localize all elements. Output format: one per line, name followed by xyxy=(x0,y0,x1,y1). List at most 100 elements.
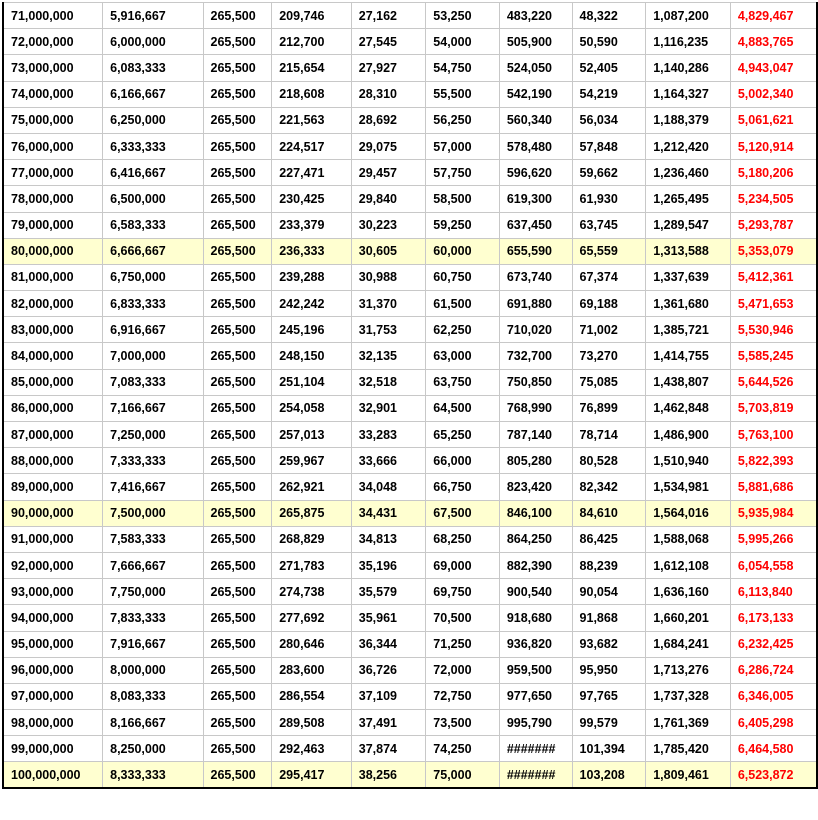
table-cell[interactable]: 1,737,328 xyxy=(645,682,731,711)
table-cell[interactable]: 265,500 xyxy=(202,159,273,187)
table-cell[interactable]: 5,234,505 xyxy=(729,185,818,213)
table-cell[interactable]: 239,288 xyxy=(271,263,352,292)
table-cell[interactable]: 6,054,558 xyxy=(729,551,818,580)
table-cell[interactable]: 230,425 xyxy=(271,185,352,213)
table-cell[interactable]: 63,000 xyxy=(425,342,500,370)
table-cell[interactable]: 6,000,000 xyxy=(102,28,204,56)
table-cell[interactable]: 542,190 xyxy=(498,80,573,108)
table-cell[interactable]: 864,250 xyxy=(498,525,573,553)
table-cell[interactable]: 1,361,680 xyxy=(645,290,731,318)
table-cell[interactable]: 265,500 xyxy=(202,551,273,580)
table-cell[interactable]: 5,822,393 xyxy=(729,447,818,475)
table-cell[interactable]: 578,480 xyxy=(498,132,573,161)
table-cell[interactable]: 6,500,000 xyxy=(102,185,204,213)
table-cell[interactable]: 6,250,000 xyxy=(102,106,204,134)
table-cell[interactable]: 59,250 xyxy=(425,211,500,239)
table-cell[interactable]: 99,579 xyxy=(571,709,647,737)
table-cell[interactable]: 6,833,333 xyxy=(102,290,204,318)
table-cell[interactable]: 76,899 xyxy=(571,394,647,423)
table-cell[interactable]: 265,500 xyxy=(202,28,273,56)
table-cell[interactable]: 5,530,946 xyxy=(729,316,818,344)
table-cell[interactable]: 75,000 xyxy=(425,761,500,790)
table-cell[interactable]: 6,916,667 xyxy=(102,316,204,344)
table-cell[interactable]: 33,666 xyxy=(350,447,427,475)
table-cell[interactable]: 92,000,000 xyxy=(2,551,104,580)
table-cell[interactable]: 209,746 xyxy=(271,1,352,30)
table-cell[interactable]: 54,750 xyxy=(425,54,500,82)
table-cell[interactable]: 710,020 xyxy=(498,316,573,344)
table-cell[interactable]: 57,848 xyxy=(571,132,647,161)
table-cell[interactable]: 918,680 xyxy=(498,604,573,632)
table-cell[interactable]: 30,988 xyxy=(350,263,427,292)
table-cell[interactable]: 5,995,266 xyxy=(729,525,818,553)
table-cell[interactable]: 6,346,005 xyxy=(729,682,818,711)
table-cell[interactable]: 32,135 xyxy=(350,342,427,370)
table-cell[interactable]: 48,322 xyxy=(571,1,647,30)
table-cell[interactable]: 265,500 xyxy=(202,80,273,108)
table-cell[interactable]: 265,500 xyxy=(202,604,273,632)
table-cell[interactable]: 90,054 xyxy=(571,578,647,606)
table-cell[interactable]: 93,682 xyxy=(571,630,647,658)
table-cell[interactable]: 295,417 xyxy=(271,761,352,790)
table-cell[interactable]: 7,333,333 xyxy=(102,447,204,475)
table-cell[interactable]: 6,750,000 xyxy=(102,263,204,292)
table-cell[interactable]: 218,608 xyxy=(271,80,352,108)
table-cell[interactable]: 900,540 xyxy=(498,578,573,606)
table-cell[interactable]: 58,500 xyxy=(425,185,500,213)
table-cell[interactable]: 61,930 xyxy=(571,185,647,213)
table-cell[interactable]: 100,000,000 xyxy=(2,761,104,790)
table-cell[interactable]: 8,083,333 xyxy=(102,682,204,711)
table-cell[interactable]: 1,438,807 xyxy=(645,368,731,396)
table-cell[interactable]: 5,703,819 xyxy=(729,394,818,423)
table-cell[interactable]: 483,220 xyxy=(498,1,573,30)
table-cell[interactable]: 73,270 xyxy=(571,342,647,370)
table-cell[interactable]: 29,457 xyxy=(350,159,427,187)
table-cell[interactable]: 265,500 xyxy=(202,185,273,213)
table-cell[interactable]: 103,208 xyxy=(571,761,647,790)
table-cell[interactable]: 32,901 xyxy=(350,394,427,423)
table-cell[interactable]: 242,242 xyxy=(271,290,352,318)
table-cell[interactable]: 655,590 xyxy=(498,237,573,265)
table-cell[interactable]: 6,173,133 xyxy=(729,604,818,632)
table-cell[interactable]: 6,333,333 xyxy=(102,132,204,161)
table-cell[interactable]: 79,000,000 xyxy=(2,211,104,239)
table-cell[interactable]: 30,223 xyxy=(350,211,427,239)
table-cell[interactable]: 560,340 xyxy=(498,106,573,134)
table-cell[interactable]: 7,583,333 xyxy=(102,525,204,553)
table-cell[interactable]: 36,726 xyxy=(350,656,427,684)
table-cell[interactable]: 80,000,000 xyxy=(2,237,104,265)
table-cell[interactable]: 28,692 xyxy=(350,106,427,134)
table-cell[interactable]: 265,500 xyxy=(202,630,273,658)
table-cell[interactable]: 31,370 xyxy=(350,290,427,318)
table-cell[interactable]: 63,750 xyxy=(425,368,500,396)
table-cell[interactable]: 265,500 xyxy=(202,1,273,30)
table-cell[interactable]: 95,950 xyxy=(571,656,647,684)
table-cell[interactable]: 292,463 xyxy=(271,735,352,763)
table-cell[interactable]: 265,500 xyxy=(202,761,273,790)
table-cell[interactable]: 215,654 xyxy=(271,54,352,82)
table-cell[interactable]: 265,500 xyxy=(202,682,273,711)
table-cell[interactable]: 265,500 xyxy=(202,316,273,344)
table-cell[interactable]: 265,500 xyxy=(202,263,273,292)
table-cell[interactable]: 91,000,000 xyxy=(2,525,104,553)
table-cell[interactable]: ####### xyxy=(498,735,573,763)
table-cell[interactable]: 265,500 xyxy=(202,473,273,501)
table-cell[interactable]: 691,880 xyxy=(498,290,573,318)
table-cell[interactable]: 846,100 xyxy=(498,499,573,527)
table-cell[interactable]: 1,313,588 xyxy=(645,237,731,265)
table-cell[interactable]: 7,750,000 xyxy=(102,578,204,606)
table-cell[interactable]: 265,500 xyxy=(202,237,273,265)
table-cell[interactable]: 1,785,420 xyxy=(645,735,731,763)
table-cell[interactable]: 257,013 xyxy=(271,420,352,449)
table-cell[interactable]: 8,166,667 xyxy=(102,709,204,737)
table-cell[interactable]: 4,943,047 xyxy=(729,54,818,82)
table-cell[interactable]: 54,000 xyxy=(425,28,500,56)
table-cell[interactable]: 236,333 xyxy=(271,237,352,265)
table-cell[interactable]: 1,414,755 xyxy=(645,342,731,370)
table-cell[interactable]: 732,700 xyxy=(498,342,573,370)
table-cell[interactable]: 93,000,000 xyxy=(2,578,104,606)
table-cell[interactable]: 265,500 xyxy=(202,525,273,553)
table-cell[interactable]: 265,500 xyxy=(202,447,273,475)
table-cell[interactable]: 87,000,000 xyxy=(2,420,104,449)
table-cell[interactable]: ####### xyxy=(498,761,573,790)
